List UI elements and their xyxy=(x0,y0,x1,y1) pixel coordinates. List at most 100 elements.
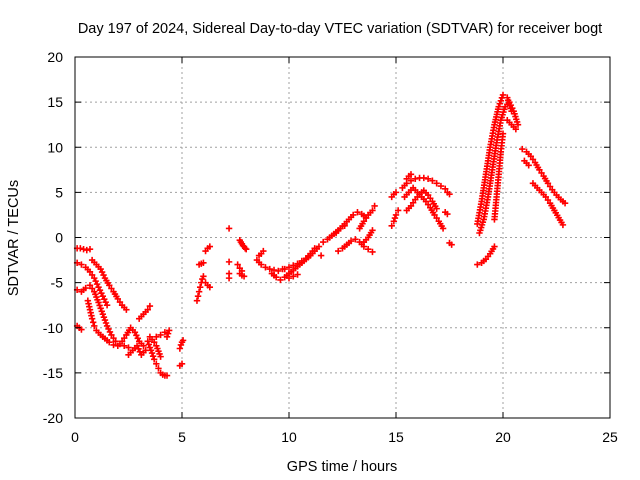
x-tick-label: 20 xyxy=(495,429,511,445)
data-point xyxy=(519,145,526,153)
data-point xyxy=(148,349,156,357)
data-point xyxy=(121,342,128,349)
data-point xyxy=(150,356,158,363)
series-arc-22 xyxy=(225,258,233,266)
data-point xyxy=(446,190,453,198)
series-arc-30 xyxy=(268,270,284,284)
y-tick-label: -10 xyxy=(43,320,63,336)
series-arc-28 xyxy=(253,256,286,275)
data-point xyxy=(78,261,85,268)
series-arc-06 xyxy=(88,256,130,313)
data-point xyxy=(350,211,357,219)
x-tick-label: 5 xyxy=(178,429,186,445)
series-arc-35 xyxy=(317,252,325,259)
data-point xyxy=(354,209,361,216)
data-point xyxy=(315,243,323,250)
data-point xyxy=(150,338,158,346)
series-arc-17 xyxy=(193,273,207,304)
data-point xyxy=(392,189,400,196)
series-arc-15 xyxy=(176,337,187,352)
data-point xyxy=(369,207,376,214)
data-point-sample xyxy=(98,308,105,315)
data-point xyxy=(241,245,249,252)
data-point xyxy=(206,243,214,250)
data-point xyxy=(110,341,117,349)
series-arc-19 xyxy=(202,279,214,291)
data-point xyxy=(285,274,293,282)
data-point xyxy=(157,331,164,339)
data-point xyxy=(495,103,502,110)
data-point xyxy=(225,274,233,282)
data-point xyxy=(225,225,233,232)
data-point xyxy=(285,264,293,271)
series-arc-03 xyxy=(73,282,132,351)
data-point xyxy=(371,202,378,210)
series-arc-47 xyxy=(442,209,451,218)
data-point xyxy=(243,246,250,253)
series-arc-32 xyxy=(281,245,318,273)
data-point xyxy=(195,288,203,295)
data-point xyxy=(298,257,306,265)
chart-title: Day 197 of 2024, Sidereal Day-to-day VTE… xyxy=(78,21,602,37)
x-axis-label: GPS time / hours xyxy=(287,459,397,475)
y-tick-label: -20 xyxy=(43,410,63,426)
data-point xyxy=(125,344,132,351)
y-tick-label: 15 xyxy=(47,94,63,110)
data-point xyxy=(106,338,113,346)
series-arc-18 xyxy=(195,259,207,268)
data-point xyxy=(155,365,162,372)
y-tick-label: 10 xyxy=(47,139,63,155)
data-point xyxy=(290,273,297,280)
data-point xyxy=(561,200,569,207)
y-tick-label: 20 xyxy=(47,49,63,65)
data-point xyxy=(144,306,151,313)
series-arc-48 xyxy=(446,239,455,248)
series-arc-09 xyxy=(136,306,151,322)
series-arc-56 xyxy=(521,157,532,169)
data-point xyxy=(320,238,327,246)
series-arc-27 xyxy=(236,270,248,280)
x-tick-label: 15 xyxy=(388,429,404,445)
data-point xyxy=(347,237,355,245)
data-point xyxy=(499,130,507,137)
data-point xyxy=(270,266,278,274)
series-arc-04 xyxy=(84,297,121,349)
data-point-sample xyxy=(164,330,172,337)
data-point xyxy=(82,284,89,292)
data-point xyxy=(525,162,532,169)
series-arc-51 xyxy=(491,130,507,223)
series-arc-37 xyxy=(335,236,376,256)
data-point xyxy=(240,273,248,280)
data-point xyxy=(144,338,151,345)
series-arc-01 xyxy=(73,245,94,254)
data-point xyxy=(277,276,284,284)
series-arc-39 xyxy=(360,227,376,246)
series-arc-50 xyxy=(476,98,522,237)
data-point xyxy=(157,353,164,360)
series-arc-55 xyxy=(529,180,567,229)
series-arc-26 xyxy=(234,261,246,275)
data-point xyxy=(266,265,273,273)
data-point xyxy=(311,245,318,252)
data-point xyxy=(444,210,451,218)
data-series xyxy=(73,91,569,379)
data-point xyxy=(317,252,325,259)
y-tick-label: 0 xyxy=(55,230,63,246)
data-point xyxy=(290,262,297,269)
data-point xyxy=(193,297,201,304)
data-point xyxy=(412,175,419,183)
data-point xyxy=(512,126,520,133)
data-point xyxy=(429,177,436,184)
data-point xyxy=(88,315,96,322)
data-point xyxy=(163,333,171,340)
data-point xyxy=(83,246,90,254)
data-point xyxy=(163,372,171,379)
data-point xyxy=(153,333,160,340)
data-point xyxy=(442,185,449,192)
data-point xyxy=(275,267,282,275)
data-point-sample xyxy=(391,214,399,222)
data-point xyxy=(369,227,376,234)
data-point xyxy=(294,260,301,267)
data-point xyxy=(491,243,498,250)
data-point xyxy=(388,222,395,229)
